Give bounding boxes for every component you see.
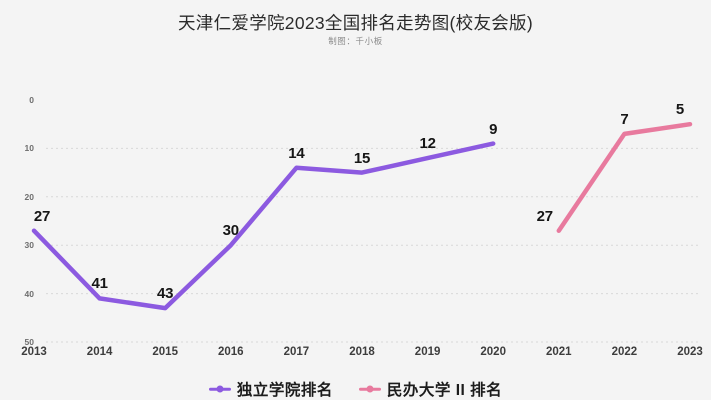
data-point-label: 15: [353, 149, 371, 167]
data-point-label: 9: [489, 120, 498, 138]
x-axis-tick-label: 2019: [414, 346, 441, 358]
x-axis-tick-label: 2021: [546, 346, 572, 358]
x-axis-tick-label: 2023: [677, 346, 703, 358]
chart-legend: 独立学院排名 民办大学 II 排名: [0, 378, 711, 400]
x-axis-tick-label: 2016: [218, 346, 244, 358]
x-axis-tick-label: 2017: [283, 346, 310, 358]
legend-marker-icon: [208, 384, 231, 394]
data-point-label: 41: [91, 275, 108, 293]
chart-title: 天津仁爱学院2023全国排名走势图(校友会版): [178, 13, 533, 33]
series-line-0: [31, 141, 496, 311]
x-axis-tick-label: 2022: [611, 346, 638, 358]
data-point-label: 7: [620, 110, 629, 128]
x-axis-tick-label: 2018: [349, 346, 375, 358]
legend-label: 独立学院排名: [236, 382, 333, 399]
y-axis-tick-label: 50: [24, 337, 34, 347]
data-point-label: 30: [222, 222, 240, 240]
data-point-label: 14: [288, 144, 305, 162]
legend-marker-icon: [358, 384, 381, 394]
data-point-label: 43: [157, 285, 174, 303]
gridlines: [46, 147, 700, 343]
legend-item-0[interactable]: 独立学院排名: [208, 378, 333, 400]
y-axis-tick-label: 10: [24, 143, 34, 154]
y-axis-tick-label: 40: [24, 288, 34, 299]
data-point-label: 5: [675, 101, 685, 119]
y-axis-tick-label: 30: [24, 240, 34, 251]
x-axis-tick-label: 2015: [152, 346, 178, 358]
x-axis-tick-label: 2020: [480, 346, 506, 358]
x-axis-tick-label: 2013: [21, 346, 47, 358]
data-point-label: 27: [536, 207, 554, 225]
data-point-label: 12: [419, 135, 436, 153]
legend-marker-dot: [366, 385, 374, 393]
legend-item-1[interactable]: 民办大学 II 排名: [358, 378, 503, 400]
chart-subtitle-credit: 制图：千小板: [328, 36, 383, 46]
x-axis-tick-label: 2014: [86, 346, 113, 358]
legend-marker-dot: [216, 385, 224, 393]
y-axis-tick-label: 0: [29, 95, 34, 105]
series-line-1: [556, 121, 693, 233]
y-axis-tick-label: 20: [24, 191, 34, 202]
legend-label: 民办大学 II 排名: [386, 382, 503, 399]
series-lines: [31, 121, 693, 311]
data-point-label: 27: [33, 207, 51, 225]
